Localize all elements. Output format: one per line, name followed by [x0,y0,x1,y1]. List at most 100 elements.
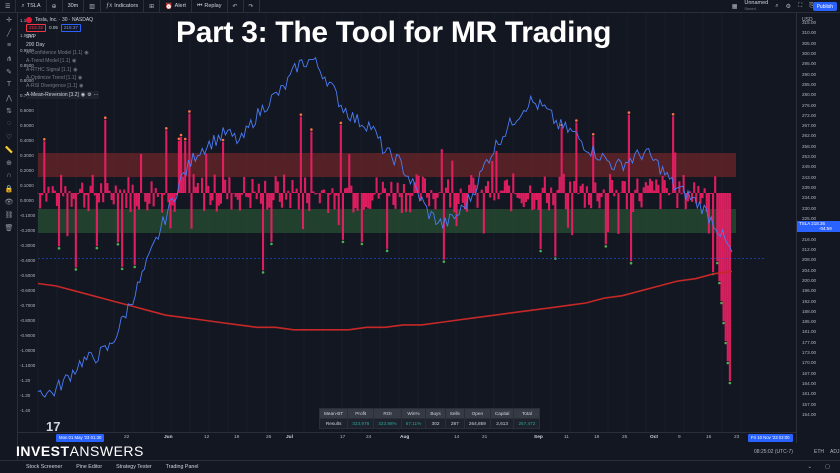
price-tick-label: 305.00 [802,40,817,46]
collapse-icon[interactable]: ⌄ [807,464,812,470]
templates-button[interactable]: ⊞ [144,0,161,13]
sell-signal-dot [221,138,225,142]
trash-icon[interactable]: 🗑 [4,224,14,232]
topbar-right: ▦ Unnamed Saved ⌕ ⚙ ⛶ ⎘ [732,0,814,13]
horizontal-lines-icon[interactable]: ≡ [6,42,12,49]
prediction-icon[interactable]: ⇅ [6,107,12,115]
price-tick-label: 285.00 [802,81,817,87]
instrument-row[interactable]: Tesla, Inc. · 30 · NASDAQ [26,16,99,24]
layout-name[interactable]: Unnamed Saved [744,0,769,11]
price-tick-label: 212.00 [802,246,817,252]
results-cell: 323,978 [347,418,375,429]
pattern-icon[interactable]: ⋀ [6,94,12,102]
oscillator-tick-label: -0.8000 [20,318,36,323]
currency-label[interactable]: USD [802,17,813,23]
price-tick-label: 276.00 [802,102,817,108]
eye-icon[interactable]: ◉ [73,66,78,73]
sell-signal-dot [591,132,595,136]
oscillator-tick-label: 0.8500 [20,63,34,68]
price-axis[interactable]: USD 315.00 310.00 305.00 300.00 295.00 290.00… [796,13,840,443]
time-tick-label: 24 [366,435,372,440]
legend-200day[interactable]: 200 Day [26,41,45,48]
overbought-zone [38,153,736,177]
trendline-icon[interactable]: ╱ [6,29,12,37]
time-tick-label: 16 [706,435,712,440]
symbol-search[interactable]: ⌕ TSLA [16,0,47,13]
chart-type-button[interactable]: ▥ [84,0,101,13]
eye-icon[interactable]: ◉ [80,91,86,98]
text-icon[interactable]: T [6,81,12,88]
oscillator-tick-label: 0.3000 [20,153,34,158]
results-header-cell: Open [463,408,491,419]
zoom-icon[interactable]: ⊕ [6,159,12,167]
more-icon[interactable]: ⋯ [93,91,99,98]
grid-icon: ⊞ [149,3,155,10]
ask-button[interactable]: 218.37 [60,24,81,33]
results-cell: 323.98% [373,418,402,429]
shapes-icon[interactable]: ◌ [6,120,12,127]
indicators-button[interactable]: ƒx Indicators [101,0,145,13]
search-icon[interactable]: ⌕ [775,3,779,9]
price-tick-label: 167.00 [802,370,817,376]
eye-icon[interactable]: ◉ [84,50,89,57]
legend-svp[interactable]: SVP [26,33,37,40]
price-tick-label: 262.00 [802,133,817,139]
indicator-row[interactable]: A-Optimize Trend [1.1] ◉ [26,75,83,82]
results-values-row: Results 323,978 323.98% 67.11% 302 287 2… [318,418,541,429]
indicators-icon: ƒx [105,3,113,9]
layout-grid-icon[interactable]: ▦ [731,4,738,10]
gear-icon[interactable]: ⚙ [785,4,791,10]
menu-button[interactable]: ☰ [0,0,17,13]
adjust-toggle[interactable]: ADJ [830,448,840,455]
time-tick-label: 25 [622,435,628,440]
camera-icon[interactable]: ⎘ [809,3,814,9]
link-icon[interactable]: ⛓ [4,211,14,219]
buy-signal-dot [726,361,730,365]
clock-readout[interactable]: 08:25:02 (UTC-7) [754,448,793,455]
results-header-cell: Sells [444,408,465,419]
indicator-row[interactable]: A-Confidence Model [1.1] ◉ [26,50,89,57]
tab-trading-panel[interactable]: Trading Panel [165,464,199,470]
maximize-icon[interactable]: ▢ [824,464,830,470]
session-toggle[interactable]: ETH [814,448,824,455]
tab-pine-editor[interactable]: Pine Editor [76,464,103,470]
indicator-row[interactable]: A-RTHC Signal [1.1] ◉ [26,66,78,73]
brush-icon[interactable]: ✎ [6,68,12,76]
indicator-row[interactable]: A-RSI Divergence [1.1] ◉ [26,83,84,90]
fullscreen-icon[interactable]: ⛶ [797,3,803,9]
heart-icon[interactable]: ♡ [5,133,13,141]
chart-area[interactable] [18,13,796,443]
undo-icon: ↶ [232,3,238,10]
eye-icon[interactable]: ◉ [72,58,77,65]
tab-stock-screener[interactable]: Stock Screener [26,464,63,470]
lock-icon[interactable]: 🔒 [4,185,14,193]
active-indicator-row[interactable]: A-Mean-Reversion [3.2] ◉ ⚙ ⋯ [26,90,99,99]
eye-icon[interactable]: 👁 [4,198,14,206]
settings-icon[interactable]: ⚙ [87,91,92,98]
tab-strategy-tester[interactable]: Strategy Tester [116,464,152,470]
redo-button[interactable]: ↷ [244,0,260,13]
alert-button[interactable]: ⏰ Alert [160,0,192,13]
bid-button[interactable]: 218.32 [26,24,47,33]
publish-button[interactable]: Publish [812,2,837,11]
price-tick-label: 310.00 [802,30,817,36]
buy-signal-dot [385,249,389,253]
results-header-cell: ROI [373,408,402,419]
ruler-icon[interactable]: 📏 [4,146,14,154]
results-cell: 302 [425,418,446,429]
magnet-icon[interactable]: ∩ [6,172,12,179]
pitchfork-icon[interactable]: ⋔ [6,55,12,63]
eye-icon[interactable]: ◉ [79,83,84,90]
spread-value: 0.05 [49,25,58,31]
crosshair-icon[interactable]: ✛ [6,16,12,24]
interval-button[interactable]: 30m [63,0,85,13]
eye-icon[interactable]: ◉ [78,75,83,82]
price-tick-label: 200.00 [802,277,817,283]
replay-button[interactable]: ⏮ Replay [192,0,228,13]
indicator-row[interactable]: A-Trend Model [1.1] ◉ [26,58,77,65]
time-axis[interactable]: Mon 01 May '23 01:30 22 Jun 12 19 26 Jul 17 24 A… [18,432,796,443]
compare-button[interactable]: ⊕ [47,0,63,13]
chart-canvas[interactable] [18,13,796,443]
price-line [37,56,733,398]
undo-button[interactable]: ↶ [228,0,244,13]
